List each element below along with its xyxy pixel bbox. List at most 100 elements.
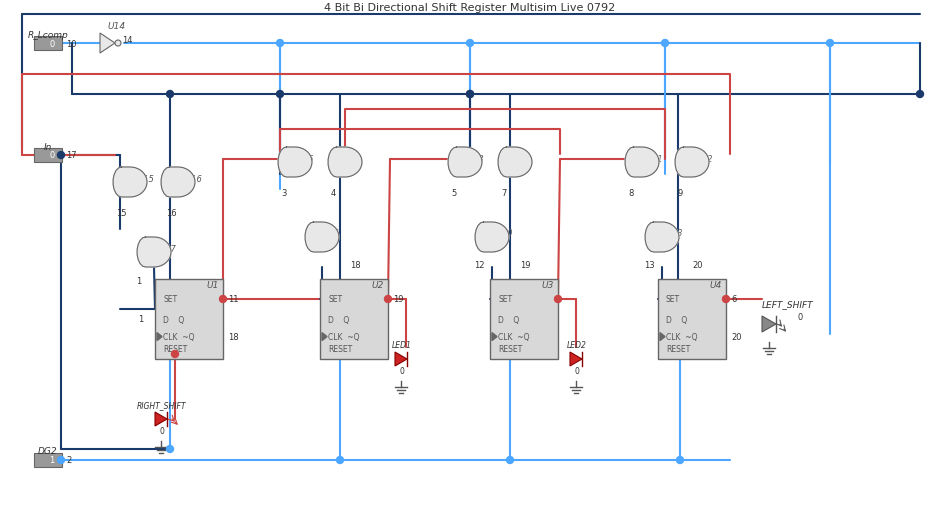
Text: RIGHT_SHIFT: RIGHT_SHIFT bbox=[137, 401, 187, 410]
Bar bbox=[155, 279, 223, 359]
Text: 0: 0 bbox=[160, 427, 164, 436]
Circle shape bbox=[166, 91, 174, 98]
Text: U11: U11 bbox=[648, 154, 663, 163]
Text: 14: 14 bbox=[122, 36, 132, 44]
Text: CLK  ~Q: CLK ~Q bbox=[328, 332, 360, 342]
Text: 3: 3 bbox=[281, 188, 286, 197]
Text: 13: 13 bbox=[644, 261, 654, 270]
Circle shape bbox=[276, 40, 284, 47]
Text: D    Q: D Q bbox=[163, 315, 184, 324]
Circle shape bbox=[336, 457, 344, 464]
Text: 9: 9 bbox=[678, 188, 684, 197]
Text: 7: 7 bbox=[501, 188, 506, 197]
Circle shape bbox=[467, 91, 473, 98]
Text: U8: U8 bbox=[473, 154, 485, 163]
Text: 1: 1 bbox=[136, 276, 141, 285]
Polygon shape bbox=[137, 238, 171, 267]
Text: 5: 5 bbox=[451, 188, 456, 197]
Text: 2: 2 bbox=[66, 456, 71, 465]
Circle shape bbox=[276, 91, 284, 98]
Text: 0: 0 bbox=[49, 39, 54, 48]
Text: U7: U7 bbox=[328, 229, 340, 238]
Text: 20: 20 bbox=[731, 332, 742, 342]
Text: RESET: RESET bbox=[666, 345, 690, 353]
Text: 0: 0 bbox=[400, 367, 405, 376]
Polygon shape bbox=[762, 317, 776, 332]
Bar bbox=[490, 279, 558, 359]
Bar bbox=[658, 279, 726, 359]
Text: U5: U5 bbox=[303, 154, 315, 163]
Text: 1: 1 bbox=[138, 315, 143, 324]
Text: 16: 16 bbox=[166, 208, 177, 217]
Text: U3: U3 bbox=[542, 280, 554, 289]
Text: 19: 19 bbox=[520, 261, 531, 270]
FancyBboxPatch shape bbox=[34, 149, 62, 163]
Polygon shape bbox=[645, 222, 679, 252]
Text: SET: SET bbox=[163, 295, 177, 304]
Text: U2: U2 bbox=[372, 280, 384, 289]
Text: U6: U6 bbox=[351, 154, 362, 163]
Text: 8: 8 bbox=[628, 188, 634, 197]
Polygon shape bbox=[100, 34, 115, 54]
Bar bbox=[320, 279, 388, 359]
Text: DG2: DG2 bbox=[38, 446, 58, 456]
Text: U14: U14 bbox=[107, 21, 125, 31]
Polygon shape bbox=[395, 352, 407, 366]
Text: 18: 18 bbox=[350, 261, 361, 270]
Text: LED1: LED1 bbox=[393, 341, 412, 350]
Circle shape bbox=[172, 351, 178, 358]
Text: 18: 18 bbox=[228, 332, 239, 342]
Text: 20: 20 bbox=[692, 261, 702, 270]
Text: 4: 4 bbox=[331, 188, 336, 197]
Polygon shape bbox=[278, 148, 312, 178]
Circle shape bbox=[115, 41, 121, 47]
Polygon shape bbox=[675, 148, 709, 178]
Text: 19: 19 bbox=[393, 295, 404, 304]
Circle shape bbox=[916, 91, 923, 98]
Text: 15: 15 bbox=[116, 208, 127, 217]
Text: 10: 10 bbox=[66, 39, 76, 48]
Circle shape bbox=[722, 296, 730, 303]
Text: SET: SET bbox=[498, 295, 512, 304]
Text: 11: 11 bbox=[228, 295, 239, 304]
Text: CLK  ~Q: CLK ~Q bbox=[666, 332, 698, 342]
Polygon shape bbox=[498, 148, 531, 178]
Text: U10: U10 bbox=[498, 229, 514, 238]
Text: 6: 6 bbox=[731, 295, 736, 304]
Text: 0: 0 bbox=[49, 151, 54, 160]
Polygon shape bbox=[305, 222, 339, 252]
Polygon shape bbox=[475, 222, 509, 252]
Text: CLK  ~Q: CLK ~Q bbox=[163, 332, 194, 342]
Text: D    Q: D Q bbox=[328, 315, 349, 324]
Polygon shape bbox=[113, 167, 146, 197]
Circle shape bbox=[57, 457, 65, 464]
Circle shape bbox=[506, 457, 514, 464]
Text: U16: U16 bbox=[186, 174, 203, 183]
Text: 1: 1 bbox=[49, 456, 54, 465]
Polygon shape bbox=[570, 352, 582, 366]
Text: 17: 17 bbox=[66, 151, 77, 160]
Circle shape bbox=[467, 40, 473, 47]
Text: RESET: RESET bbox=[328, 345, 352, 353]
Text: 12: 12 bbox=[474, 261, 485, 270]
FancyBboxPatch shape bbox=[34, 453, 62, 467]
FancyBboxPatch shape bbox=[34, 37, 62, 51]
Polygon shape bbox=[157, 333, 162, 341]
Polygon shape bbox=[448, 148, 482, 178]
Text: RESET: RESET bbox=[498, 345, 522, 353]
Circle shape bbox=[467, 91, 473, 98]
Text: U12: U12 bbox=[698, 154, 714, 163]
Circle shape bbox=[166, 445, 174, 453]
Text: U17: U17 bbox=[160, 244, 177, 253]
Polygon shape bbox=[155, 412, 167, 426]
Polygon shape bbox=[162, 167, 195, 197]
Text: D    Q: D Q bbox=[498, 315, 519, 324]
Text: 4 Bit Bi Directional Shift Register Multisim Live 0792: 4 Bit Bi Directional Shift Register Mult… bbox=[324, 3, 616, 13]
Circle shape bbox=[676, 457, 684, 464]
Text: U13: U13 bbox=[668, 229, 684, 238]
Polygon shape bbox=[660, 333, 665, 341]
Polygon shape bbox=[328, 148, 362, 178]
Text: U1: U1 bbox=[207, 280, 219, 289]
Text: R_Lcomp: R_Lcomp bbox=[27, 31, 69, 39]
Circle shape bbox=[220, 296, 226, 303]
